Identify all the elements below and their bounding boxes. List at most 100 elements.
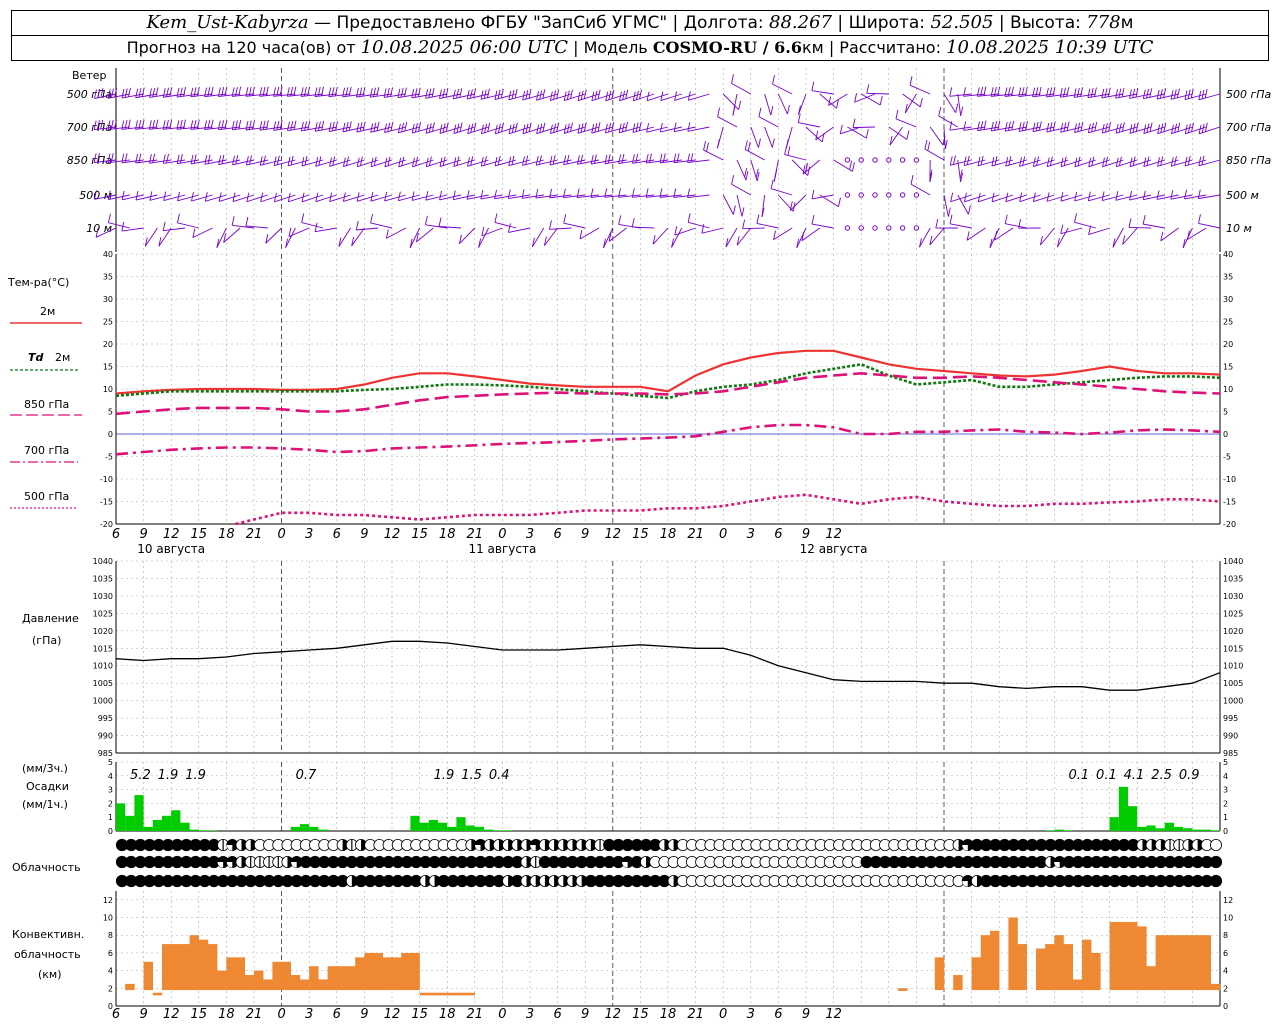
wind-barb-feather (676, 153, 680, 163)
wind-barb (674, 126, 696, 133)
wind-barb-feather (963, 156, 967, 166)
wind-barb-feather (639, 89, 642, 99)
wind-barb-feather (994, 121, 998, 131)
wind-barb-feather (121, 221, 125, 232)
wind-barb-feather (608, 122, 612, 133)
wind-barb-feather (362, 87, 366, 97)
wind-barb-feather (674, 91, 678, 101)
y-tick-label-left: 995 (98, 714, 113, 723)
wind-barb-feather (1146, 123, 1150, 133)
x-tick-label: 21 (246, 527, 263, 542)
y-tick-label-left: 2 (108, 984, 113, 993)
wind-barb (943, 93, 957, 113)
precip-bar (300, 824, 310, 831)
wind-barb (929, 126, 944, 146)
wind-barb-feather (386, 87, 390, 98)
x-tick-label: 18 (439, 1007, 456, 1022)
model-label: Модель (583, 38, 648, 57)
wind-barb-feather (1021, 121, 1025, 131)
convective-bar (1164, 935, 1175, 991)
wind-barb-feather (494, 213, 498, 223)
wind-barb-feather (1104, 123, 1108, 133)
y-tick-label-right: 4 (1223, 967, 1228, 976)
wind-barb (852, 126, 876, 129)
y-tick-label-right: 0 (1223, 1002, 1228, 1011)
wind-barb-feather (949, 121, 953, 131)
wind-barb-feather (1004, 214, 1008, 224)
wind-barb-feather (265, 234, 269, 244)
wind-label: Ветер (72, 69, 106, 82)
convective-bar (125, 983, 135, 991)
x-tick-label: 0 (498, 1007, 506, 1022)
wind-barb-feather (1094, 121, 1098, 132)
wind-barb-feather (980, 155, 984, 166)
precip-bar (502, 830, 512, 831)
wind-barb (847, 126, 867, 139)
wind-barb-feather (879, 95, 883, 106)
y-tick-label-right: 5 (1223, 758, 1228, 767)
precip-3h-value: 1.9 (434, 768, 455, 783)
convective-bar (1192, 935, 1202, 991)
wind-barb-feather (977, 192, 981, 202)
precip-bar (180, 822, 190, 831)
wind-barb (370, 194, 393, 202)
wind-barb-feather (960, 172, 964, 182)
y-tick-label-left: 1005 (93, 679, 113, 688)
wind-barb-feather (273, 87, 276, 97)
precip-3h-value: 0.7 (296, 768, 317, 783)
wind-barb-feather (929, 172, 933, 183)
wind-barb-feather (959, 169, 963, 179)
x-tick-label: 0 (277, 1007, 285, 1022)
cloud-3q (217, 862, 224, 868)
wind-barb-feather (221, 154, 225, 164)
convective-bar (327, 966, 337, 991)
wind-barb-feather (107, 120, 111, 130)
wind-level-label-left: 500 гПа (67, 88, 113, 101)
wind-barb (177, 222, 199, 229)
wind-barb-feather (315, 157, 319, 167)
wind-barb-feather (1004, 87, 1008, 97)
wind-barb-feather (481, 124, 484, 134)
wind-barb (938, 115, 959, 128)
wind-barb-feather (1149, 88, 1153, 98)
precip-unit-3h: (мм/3ч.) (22, 762, 68, 775)
wind-barb-feather (687, 122, 691, 132)
wind-barb-feather (1063, 156, 1067, 166)
y-tick-label-left: 1025 (93, 609, 113, 618)
y-tick-label-right: 1 (1223, 813, 1228, 822)
y-tick-label-left: 30 (103, 295, 113, 304)
wind-barb-feather (990, 121, 994, 132)
wind-barb-feather (483, 89, 487, 99)
wind-barb-feather (514, 88, 518, 99)
calc-label: Рассчитано: (839, 38, 941, 57)
wind-barb-feather (944, 139, 948, 150)
y-tick-label-left: 0 (108, 430, 113, 439)
wind-barb-feather (635, 90, 639, 100)
wind-barb (722, 194, 734, 215)
wind-barb-feather (1190, 88, 1194, 98)
wind-barb-feather (1101, 88, 1105, 99)
wind-barb-feather (176, 87, 180, 98)
wind-barb (603, 227, 614, 249)
wind-barb-feather (1132, 88, 1136, 98)
wind-barb-feather (500, 88, 504, 99)
wind-barb-feather (947, 207, 951, 217)
wind-barb (722, 93, 739, 110)
y-tick-label-right: -20 (1223, 520, 1236, 529)
wind-barb-feather (725, 237, 729, 248)
wind-barb (742, 227, 765, 230)
y-tick-label-right: -5 (1223, 453, 1231, 462)
wind-barb-feather (687, 213, 691, 223)
precip-bar (474, 826, 484, 831)
wind-barb-feather (1074, 213, 1077, 223)
wind-barb-feather (583, 122, 587, 132)
y-tick-label-right: 3 (1223, 786, 1228, 795)
calm-circle (858, 192, 864, 198)
wind-barb-feather (983, 86, 987, 96)
wind-barb-feather (994, 156, 998, 166)
wind-barb-feather (1121, 122, 1125, 132)
wind-barb-feather (452, 89, 456, 99)
wind-barb-feather (1112, 238, 1116, 248)
convective-bar (447, 992, 457, 996)
wind-barb-feather (192, 228, 196, 238)
